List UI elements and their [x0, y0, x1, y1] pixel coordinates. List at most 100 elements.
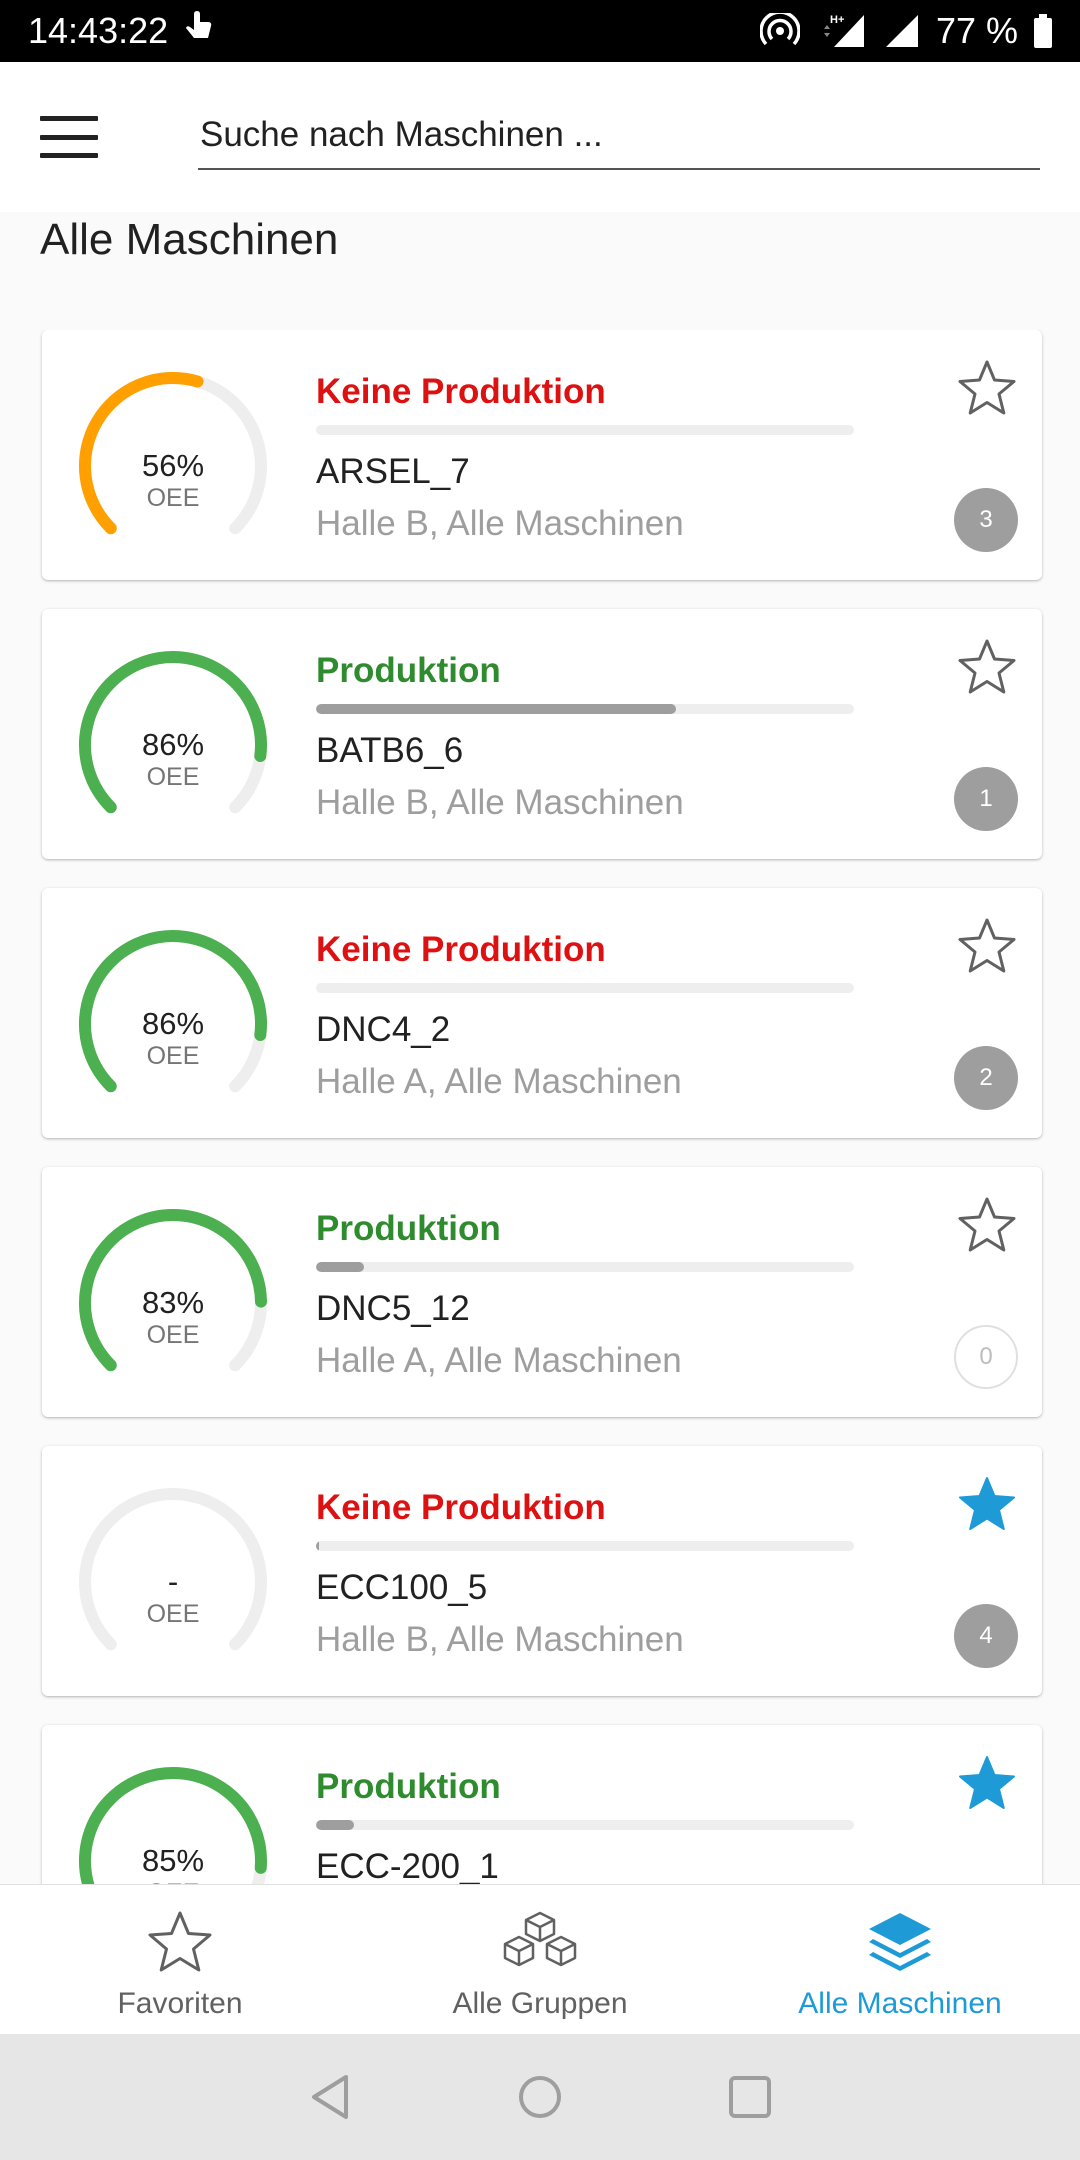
- oee-gauge: 86% OEE: [68, 645, 278, 845]
- oee-gauge-value-arc: [79, 1209, 267, 1372]
- progress-bar: [316, 704, 854, 714]
- oee-label: OEE: [146, 1042, 200, 1070]
- oee-gauge-track: [79, 1488, 267, 1651]
- signal-icon: [884, 13, 920, 49]
- notification-count-badge: 2: [954, 1046, 1018, 1110]
- favorite-star-outline-icon[interactable]: [956, 358, 1018, 420]
- oee-gauge-chart: [79, 1209, 267, 1372]
- production-status: Produktion: [316, 1767, 501, 1806]
- machine-list[interactable]: 56% OEE Keine Produktion ARSEL_7 Halle B, Al…: [0, 330, 1080, 1885]
- oee-gauge-chart: [79, 651, 267, 814]
- oee-label: OEE: [146, 1321, 200, 1349]
- home-icon[interactable]: [510, 2067, 570, 2127]
- oee-value: 86%: [141, 1006, 205, 1041]
- status-right: H+ 77 %: [759, 10, 1052, 52]
- oee-label: OEE: [68, 1879, 278, 1885]
- machine-name: DNC4_2: [316, 1010, 451, 1049]
- layers-icon: [865, 1909, 935, 1973]
- progress-bar-fill: [316, 1820, 354, 1830]
- machine-card[interactable]: 56% OEE Keine Produktion ARSEL_7 Halle B, Al…: [42, 330, 1042, 580]
- search-input[interactable]: [198, 102, 1040, 170]
- production-status: Keine Produktion: [316, 1488, 606, 1527]
- oee-value: 83%: [141, 1285, 205, 1320]
- oee-gauge-chart: [79, 1767, 267, 1885]
- favorite-star-outline-icon[interactable]: [956, 916, 1018, 978]
- machine-name: ECC100_5: [316, 1568, 488, 1607]
- nav-label-alle-maschinen: Alle Maschinen: [798, 1987, 1002, 2020]
- oee-value: -: [167, 1564, 179, 1599]
- oee-gauge-chart: [79, 930, 267, 1093]
- machine-location: Halle B, Alle Maschinen: [316, 1620, 684, 1659]
- progress-bar-fill: [316, 704, 677, 714]
- page-title: Alle Maschinen: [40, 215, 339, 264]
- menu-icon[interactable]: [40, 116, 98, 158]
- oee-value: 85%: [141, 1843, 205, 1878]
- oee-gauge-chart: [78, 372, 267, 535]
- hotspot-icon: [759, 13, 800, 49]
- oee-gauge: 86% OEE: [68, 924, 278, 1124]
- progress-bar-fill: [316, 1541, 319, 1551]
- notification-count-badge: 0: [954, 1325, 1018, 1389]
- oee-value: 56%: [141, 448, 205, 483]
- oee-gauge: 56% OEE: [68, 366, 278, 566]
- oee-gauge: 83% OEE: [68, 1203, 278, 1403]
- machine-card[interactable]: 83% OEE Produktion DNC5_12 Halle A, Alle Mas…: [42, 1167, 1042, 1417]
- machine-location: Halle A, Alle Maschinen: [316, 1062, 682, 1101]
- recents-icon[interactable]: [720, 2067, 780, 2127]
- system-nav-bar: [0, 2034, 1080, 2160]
- status-time: 14:43:22: [28, 10, 169, 51]
- machine-location: Halle A, Alle Maschinen: [316, 1341, 682, 1380]
- back-icon[interactable]: [300, 2067, 360, 2127]
- oee-gauge-value-arc: [78, 372, 204, 535]
- touch-icon: [184, 10, 214, 53]
- production-status: Produktion: [316, 651, 501, 690]
- status-left: 14:43:22: [28, 10, 214, 53]
- battery-icon: [1034, 14, 1052, 48]
- nav-alle-gruppen[interactable]: Alle Gruppen: [360, 1885, 720, 2034]
- oee-gauge: - OEE: [68, 1482, 278, 1682]
- progress-bar-fill: [316, 1262, 365, 1272]
- machine-card[interactable]: - OEE Keine Produktion ECC100_5 Halle B, All…: [42, 1446, 1042, 1696]
- battery-percent: 77 %: [935, 10, 1018, 51]
- notification-count-badge: 3: [954, 488, 1018, 552]
- progress-bar: [316, 1820, 854, 1830]
- oee-label: OEE: [146, 484, 200, 512]
- oee-gauge-chart: [79, 1488, 267, 1651]
- star-outline-icon: [145, 1909, 215, 1973]
- favorite-star-outline-icon[interactable]: [956, 637, 1018, 699]
- machine-name: ECC-200_1: [316, 1847, 499, 1885]
- status-bar: 14:43:22 H+ 77 %: [0, 0, 1080, 62]
- production-status: Keine Produktion: [316, 372, 606, 411]
- machine-card[interactable]: 85%OEE Produktion ECC-200_1: [42, 1725, 1042, 1885]
- progress-bar: [316, 1541, 854, 1551]
- machine-card[interactable]: 86% OEE Keine Produktion DNC4_2 Halle A, All…: [42, 888, 1042, 1138]
- favorite-star-filled-icon[interactable]: [956, 1474, 1018, 1536]
- nav-favoriten[interactable]: Favoriten: [0, 1885, 360, 2034]
- app-bar: [0, 62, 1080, 212]
- machine-card[interactable]: 86% OEE Produktion BATB6_6 Halle B, Alle Mas…: [42, 609, 1042, 859]
- nav-label-favoriten: Favoriten: [117, 1987, 243, 2020]
- progress-bar: [316, 425, 854, 435]
- cubes-icon: [497, 1909, 583, 1973]
- machine-location: Halle B, Alle Maschinen: [316, 504, 684, 543]
- signal-h-plus-icon: H+: [816, 13, 868, 49]
- machine-name: BATB6_6: [316, 731, 464, 770]
- production-status: Produktion: [316, 1209, 501, 1248]
- network-type-text: H+: [830, 14, 844, 26]
- nav-label-alle-gruppen: Alle Gruppen: [452, 1987, 628, 2020]
- bottom-nav: Favoriten Alle Gruppen Alle Maschinen: [0, 1884, 1080, 2034]
- progress-bar: [316, 983, 854, 993]
- notification-count-badge: 1: [954, 767, 1018, 831]
- oee-label: OEE: [146, 763, 200, 791]
- production-status: Keine Produktion: [316, 930, 606, 969]
- oee-label: OEE: [146, 1600, 200, 1628]
- machine-name: DNC5_12: [316, 1289, 470, 1328]
- machine-name: ARSEL_7: [316, 452, 470, 491]
- favorite-star-filled-icon[interactable]: [956, 1753, 1018, 1815]
- nav-alle-maschinen[interactable]: Alle Maschinen: [720, 1885, 1080, 2034]
- favorite-star-outline-icon[interactable]: [956, 1195, 1018, 1257]
- oee-gauge-value-arc: [79, 1767, 267, 1885]
- notification-count-badge: 4: [954, 1604, 1018, 1668]
- oee-gauge-value-arc: [79, 930, 267, 1093]
- oee-value: 86%: [141, 727, 205, 762]
